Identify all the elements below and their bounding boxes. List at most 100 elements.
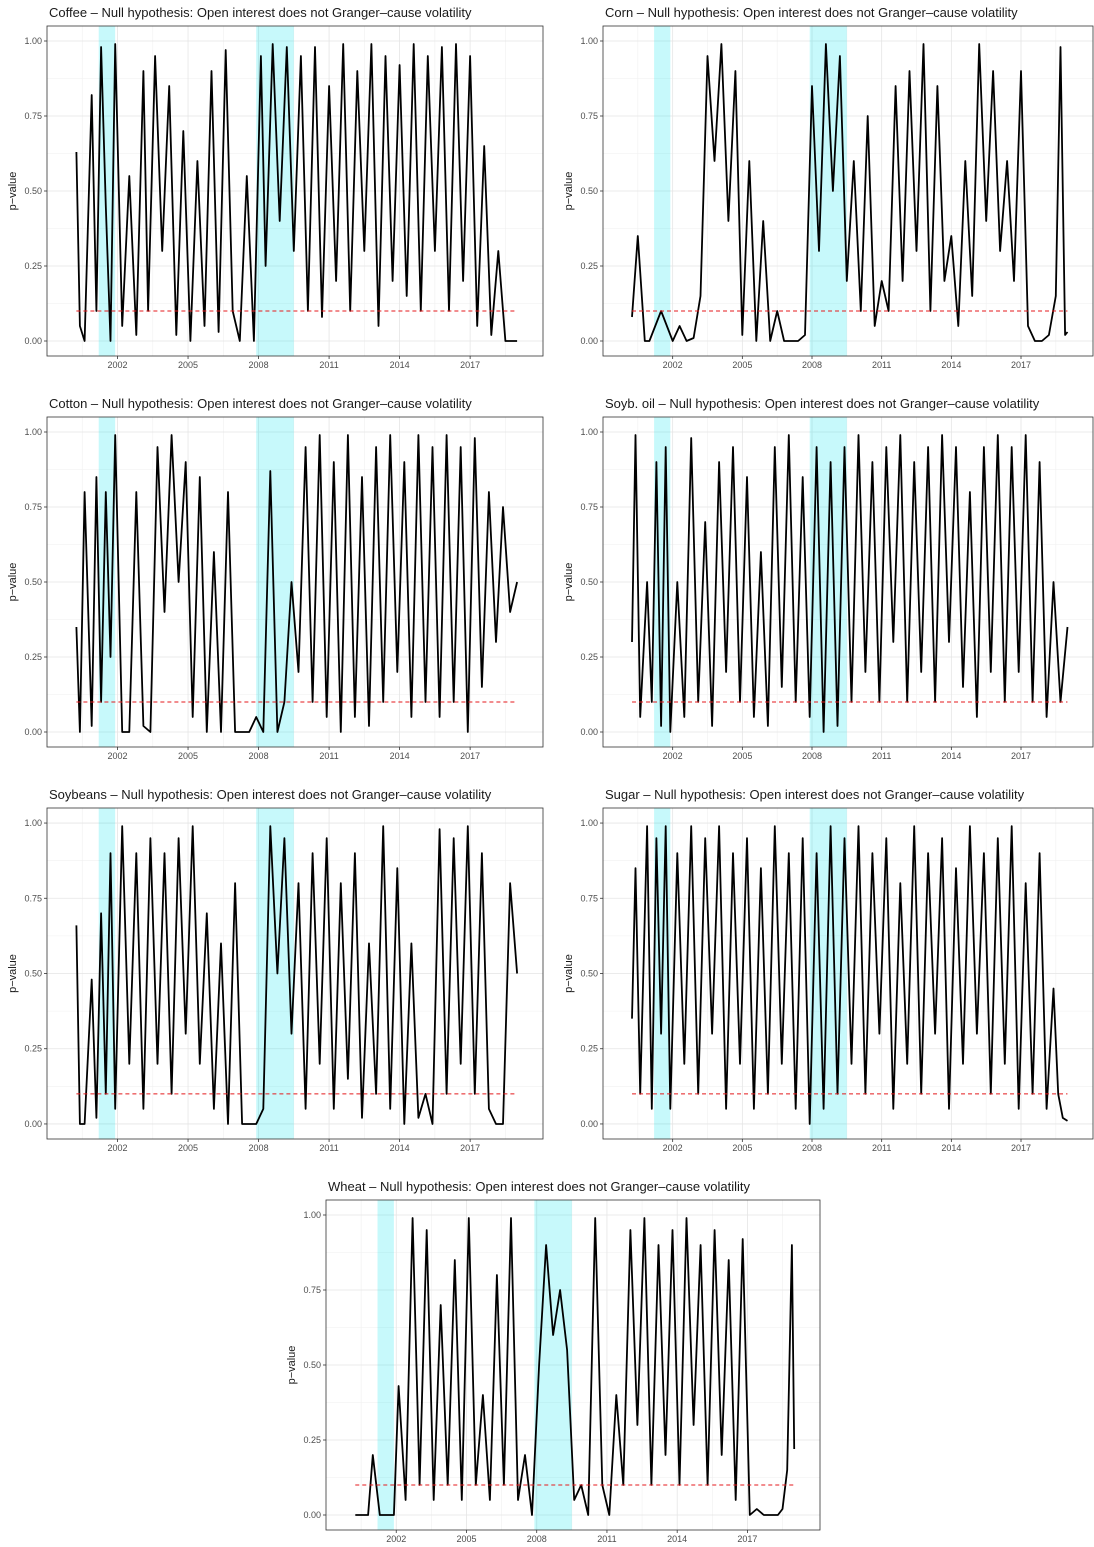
x-tick-label: 2011: [872, 360, 891, 370]
x-tick-label: 2002: [108, 360, 128, 370]
y-tick-label: 0.75: [580, 111, 598, 121]
x-tick-label: 2008: [527, 1534, 547, 1544]
x-tick-label: 2002: [108, 751, 128, 761]
x-tick-label: 2002: [663, 360, 683, 370]
y-tick-label: 1.00: [303, 1210, 321, 1220]
panel-3: 0.00 0.25 0.50 0.75 1.00 2002 2005 2008 2011 2014…: [7, 396, 544, 761]
series-line: [75, 434, 518, 733]
x-tick-label: 2011: [872, 751, 891, 761]
series-line: [75, 43, 518, 342]
x-tick-label: 2011: [319, 360, 338, 370]
y-tick-label: 0.25: [303, 1435, 321, 1445]
y-axis-label: p−value: [7, 563, 19, 602]
x-tick-label: 2008: [802, 1143, 822, 1153]
y-tick-label: 0.75: [580, 893, 598, 903]
y-axis-label: p−value: [7, 954, 19, 993]
series-line: [75, 825, 518, 1125]
x-tick-label: 2014: [941, 751, 961, 761]
y-tick-label: 0.25: [24, 1044, 42, 1054]
y-tick-label: 0.25: [24, 652, 42, 662]
x-tick-label: 2005: [732, 751, 752, 761]
y-tick-label: 0.50: [580, 186, 598, 196]
x-tick-label: 2005: [178, 1143, 198, 1153]
chart-title: Cotton – Null hypothesis: Open interest …: [49, 396, 472, 411]
x-tick-label: 2005: [178, 751, 198, 761]
y-tick-label: 0.00: [580, 727, 598, 737]
shaded-period: [256, 808, 294, 1139]
y-tick-label: 0.25: [580, 261, 598, 271]
chart-title: Soyb. oil – Null hypothesis: Open intere…: [605, 396, 1040, 411]
shaded-period: [654, 26, 671, 356]
x-tick-label: 2014: [667, 1534, 687, 1544]
x-tick-label: 2002: [108, 1143, 128, 1153]
y-tick-label: 1.00: [24, 427, 42, 437]
shaded-period: [377, 1200, 394, 1530]
series-line: [631, 43, 1069, 342]
x-tick-label: 2011: [872, 1143, 891, 1153]
chart-title: Coffee – Null hypothesis: Open interest …: [49, 5, 472, 20]
panel-7: 0.00 0.25 0.50 0.75 1.00 2002 2005 2008 2011 2014…: [286, 1179, 821, 1544]
y-axis-label: p−value: [563, 563, 575, 602]
x-tick-label: 2014: [941, 360, 961, 370]
y-tick-label: 1.00: [24, 36, 42, 46]
y-tick-label: 0.75: [303, 1285, 321, 1295]
series-line: [355, 1217, 796, 1516]
series-line: [631, 434, 1069, 733]
x-tick-label: 2011: [319, 1143, 338, 1153]
y-axis-label: p−value: [563, 954, 575, 993]
panel-2: 0.00 0.25 0.50 0.75 1.00 2002 2005 2008 2011 2014…: [563, 5, 1094, 370]
y-tick-label: 0.75: [24, 111, 42, 121]
x-tick-label: 2005: [732, 360, 752, 370]
y-axis-label: p−value: [286, 1346, 298, 1385]
x-tick-label: 2017: [460, 1143, 480, 1153]
y-tick-label: 0.50: [24, 969, 42, 979]
y-tick-label: 0.00: [580, 1119, 598, 1129]
x-tick-label: 2014: [390, 1143, 410, 1153]
x-tick-label: 2011: [319, 751, 338, 761]
x-tick-label: 2002: [386, 1534, 406, 1544]
panel-1: 0.00 0.25 0.50 0.75 1.00 2002 2005 2008 2011 2014…: [7, 5, 544, 370]
y-tick-label: 0.75: [580, 502, 598, 512]
x-tick-label: 2014: [390, 360, 410, 370]
x-tick-label: 2014: [390, 751, 410, 761]
x-tick-label: 2017: [460, 360, 480, 370]
y-tick-label: 0.25: [580, 1044, 598, 1054]
x-tick-label: 2008: [249, 751, 269, 761]
y-tick-label: 1.00: [580, 427, 598, 437]
x-tick-label: 2014: [941, 1143, 961, 1153]
y-tick-label: 0.00: [24, 1119, 42, 1129]
x-tick-label: 2005: [732, 1143, 752, 1153]
x-tick-label: 2017: [1011, 360, 1031, 370]
panel-4: 0.00 0.25 0.50 0.75 1.00 2002 2005 2008 2011 2014…: [563, 396, 1094, 761]
chart-title: Soybeans – Null hypothesis: Open interes…: [49, 787, 492, 802]
series-line: [631, 825, 1068, 1125]
x-tick-label: 2017: [737, 1534, 757, 1544]
y-tick-label: 0.00: [24, 727, 42, 737]
y-tick-label: 1.00: [580, 36, 598, 46]
y-tick-label: 0.75: [24, 893, 42, 903]
y-tick-label: 1.00: [580, 818, 598, 828]
y-tick-label: 0.50: [580, 577, 598, 587]
x-tick-label: 2017: [460, 751, 480, 761]
x-tick-label: 2002: [663, 1143, 683, 1153]
y-tick-label: 1.00: [24, 818, 42, 828]
x-tick-label: 2008: [802, 360, 822, 370]
y-axis-label: p−value: [563, 172, 575, 211]
x-tick-label: 2002: [663, 751, 683, 761]
x-tick-label: 2005: [456, 1534, 476, 1544]
x-tick-label: 2011: [597, 1534, 616, 1544]
x-tick-label: 2008: [249, 360, 269, 370]
chart-title: Wheat – Null hypothesis: Open interest d…: [328, 1179, 751, 1194]
y-tick-label: 0.50: [303, 1360, 321, 1370]
shaded-period: [256, 417, 294, 747]
y-tick-label: 0.00: [303, 1510, 321, 1520]
y-tick-label: 0.50: [24, 577, 42, 587]
y-tick-label: 0.00: [580, 336, 598, 346]
x-tick-label: 2017: [1011, 1143, 1031, 1153]
x-tick-label: 2005: [178, 360, 198, 370]
x-tick-label: 2008: [802, 751, 822, 761]
chart-title: Corn – Null hypothesis: Open interest do…: [605, 5, 1018, 20]
chart-title: Sugar – Null hypothesis: Open interest d…: [605, 787, 1025, 802]
y-tick-label: 0.50: [24, 186, 42, 196]
